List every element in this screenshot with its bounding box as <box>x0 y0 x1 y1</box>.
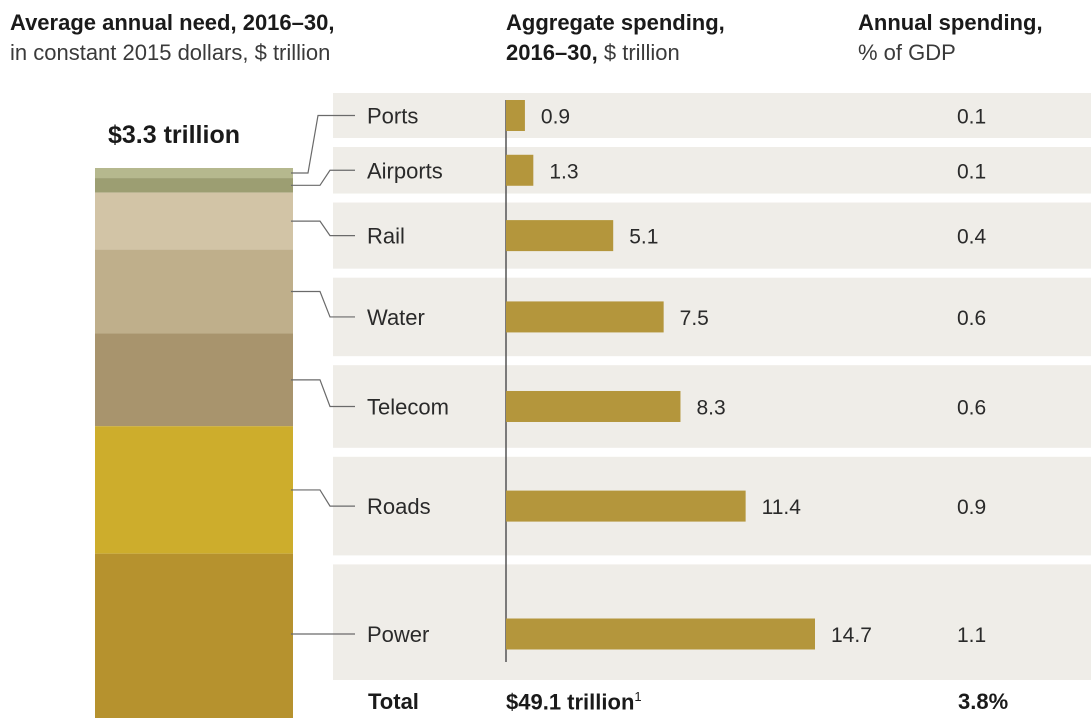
bar-rail <box>506 220 614 252</box>
bar-water <box>506 301 664 333</box>
leader-line-water <box>291 290 355 318</box>
header-agg-unit: $ trillion <box>603 40 680 65</box>
bar-roads <box>506 490 746 522</box>
header-need-sub: in constant 2015 dollars, $ trillion <box>10 40 331 65</box>
bar-ports <box>506 100 525 131</box>
header-agg-title2: 2016–30, <box>506 40 598 65</box>
annual-pct-telecom: 0.6 <box>957 396 986 419</box>
bar-power <box>506 618 815 650</box>
leader-line-roads <box>291 489 355 507</box>
category-label-roads: Roads <box>367 494 431 519</box>
stack-segment-power <box>95 553 293 718</box>
leader-line-rail <box>291 220 355 237</box>
annual-pct-rail: 0.4 <box>957 226 987 249</box>
header-agg-title: Aggregate spending, <box>506 10 725 35</box>
bar-value-telecom: 8.3 <box>696 396 725 419</box>
bar-value-water: 7.5 <box>680 307 709 330</box>
bar-airports <box>506 154 534 186</box>
bar-value-rail: 5.1 <box>629 226 658 249</box>
header-aggregate: Aggregate spending, 2016–30, $ trillion <box>506 8 725 68</box>
bar-value-power: 14.7 <box>831 624 872 647</box>
leader-line-telecom <box>291 379 355 408</box>
row-band-rail <box>333 202 1091 269</box>
leader-line-ports <box>291 114 355 174</box>
category-label-telecom: Telecom <box>367 394 449 419</box>
header-need-title: Average annual need, 2016–30, <box>10 10 335 35</box>
category-label-water: Water <box>367 305 425 330</box>
annual-pct-power: 1.1 <box>957 624 986 647</box>
total-aggregate-value: $49.1 trillion <box>506 689 635 715</box>
category-label-rail: Rail <box>367 224 405 249</box>
leader-line-airports <box>291 169 355 186</box>
total-aggregate: $49.1 trillion1 <box>506 689 642 715</box>
row-band-telecom <box>333 365 1091 448</box>
stack-total-label: $3.3 trillion <box>108 121 240 149</box>
header-annual-title: Annual spending, <box>858 10 1043 35</box>
stack-segment-telecom <box>95 333 293 427</box>
header-annual-sub: % of GDP <box>858 40 956 65</box>
bar-value-airports: 1.3 <box>549 160 578 183</box>
total-annual-pct: 3.8% <box>958 689 1009 714</box>
category-label-airports: Airports <box>367 158 443 183</box>
stack-segment-rail <box>95 192 293 250</box>
category-label-ports: Ports <box>367 104 418 129</box>
category-label-power: Power <box>367 622 429 647</box>
bar-value-roads: 11.4 <box>762 496 802 519</box>
annual-pct-ports: 0.1 <box>957 106 986 129</box>
total-footnote: 1 <box>634 689 642 704</box>
annual-pct-water: 0.6 <box>957 307 986 330</box>
row-band-water <box>333 277 1091 357</box>
bar-telecom <box>506 390 681 422</box>
stack-segment-airports <box>95 178 293 193</box>
row-band-airports <box>333 147 1091 194</box>
header-average-need: Average annual need, 2016–30, in constan… <box>10 8 334 68</box>
total-label: Total <box>368 689 419 714</box>
annual-pct-airports: 0.1 <box>957 160 986 183</box>
bar-value-ports: 0.9 <box>541 106 570 129</box>
header-annual: Annual spending, % of GDP <box>858 8 1043 68</box>
row-band-ports <box>333 93 1091 138</box>
stack-segment-water <box>95 249 293 334</box>
stack-segment-ports <box>95 168 293 179</box>
annual-pct-roads: 0.9 <box>957 496 986 519</box>
stack-segment-roads <box>95 426 293 554</box>
